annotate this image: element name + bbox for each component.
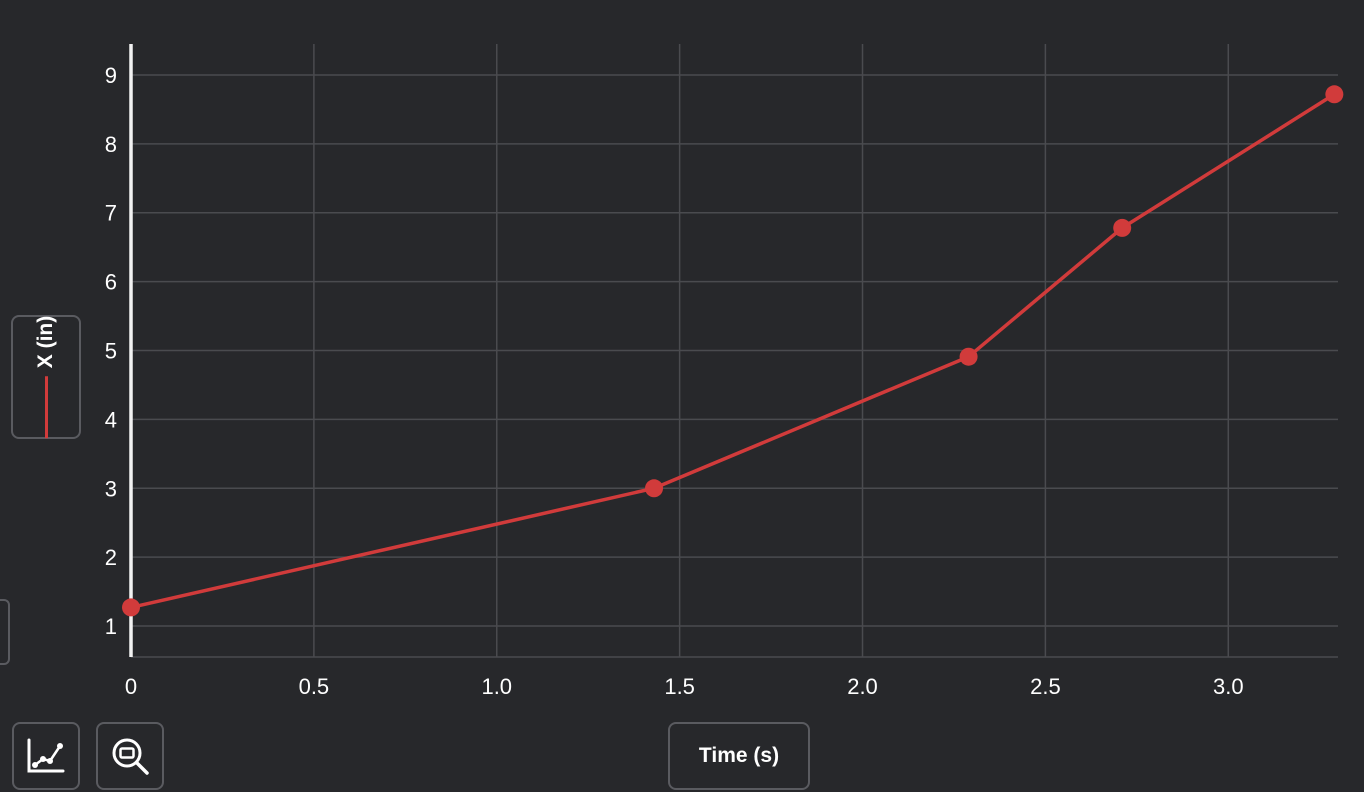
chart-type-button[interactable] [12,722,80,790]
x-tick-label-1: 0.5 [299,674,330,699]
zoom-fit-button[interactable] [96,722,164,790]
line-chart-icon [27,738,65,773]
y-axis-label-button[interactable]: X (in) [11,315,81,439]
y-axis-label: X (in) [34,316,58,439]
y-tick-labels: 1 2 3 4 5 6 7 8 9 [105,63,117,639]
y-tick-label-3: 4 [105,407,117,432]
zoom-fit-icon [112,738,149,775]
y-axis-label-text: X (in) [34,315,57,369]
x-tick-label-5: 2.5 [1030,674,1061,699]
data-point-0[interactable] [122,598,140,617]
y-tick-label-5: 6 [105,270,117,295]
y-tick-label-2: 3 [105,476,117,501]
side-panel-tab[interactable] [0,599,10,665]
x-tick-label-2: 1.0 [481,674,512,699]
y-tick-label-6: 7 [105,201,117,226]
data-point-3[interactable] [1113,218,1132,237]
x-tick-labels: 0 0.5 1.0 1.5 2.0 2.5 3.0 [125,674,1244,699]
series-color-swatch [44,376,48,439]
y-tick-label-7: 8 [105,132,117,157]
x-tick-label-6: 3.0 [1213,674,1244,699]
y-tick-label-4: 5 [105,339,117,364]
series-points [122,85,1344,617]
y-tick-label-1: 2 [105,545,117,570]
y-grid-lines [131,74,1338,658]
data-point-1[interactable] [645,479,664,498]
x-tick-label-4: 2.0 [847,674,878,699]
x-axis-label: Time (s) [698,744,780,767]
x-tick-label-0: 0 [125,674,137,699]
y-tick-label-8: 9 [105,63,117,88]
y-tick-label-0: 1 [105,614,117,639]
x-axis-label-button[interactable]: Time (s) [668,722,810,790]
data-point-2[interactable] [959,347,978,366]
data-point-4[interactable] [1325,85,1344,104]
x-tick-label-3: 1.5 [664,674,695,699]
